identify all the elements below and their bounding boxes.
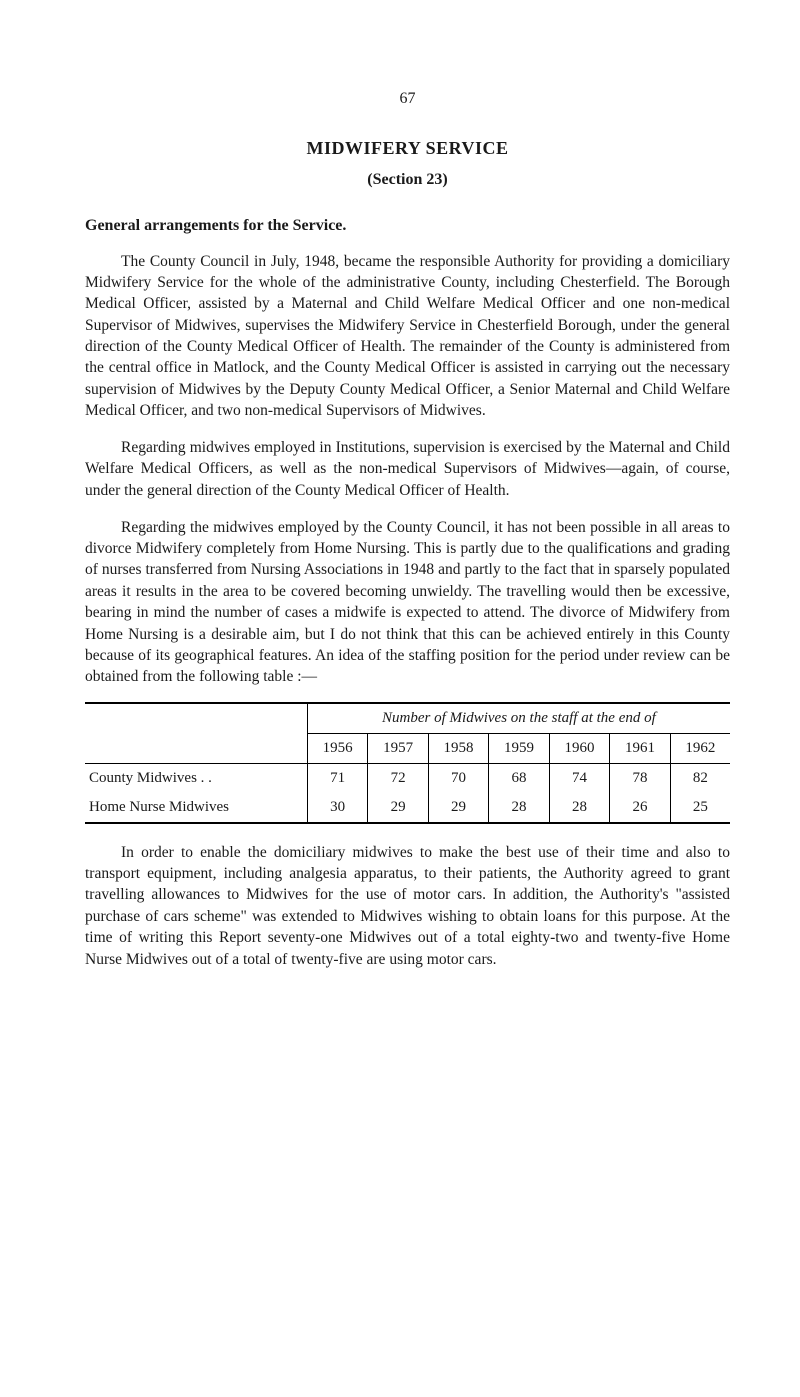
subtitle-heading: (Section 23) [85, 171, 730, 189]
body-paragraph: Regarding the midwives employed by the C… [85, 517, 730, 688]
table-row-label: County Midwives . . [85, 763, 307, 793]
table-empty-cell [85, 733, 307, 763]
body-paragraph: Regarding midwives employed in Instituti… [85, 437, 730, 501]
table-empty-cell [85, 703, 307, 734]
midwives-staff-table: Number of Midwives on the staff at the e… [85, 702, 730, 824]
table-year-header: 1962 [670, 733, 730, 763]
table-cell: 70 [428, 763, 488, 793]
title-heading: MIDWIFERY SERVICE [85, 138, 730, 159]
table-cell: 28 [489, 793, 549, 823]
table-cell: 68 [489, 763, 549, 793]
table-cell: 74 [549, 763, 609, 793]
table-cell: 26 [610, 793, 670, 823]
table-year-header: 1960 [549, 733, 609, 763]
table-year-header: 1961 [610, 733, 670, 763]
table-cell: 28 [549, 793, 609, 823]
table-year-header: 1958 [428, 733, 488, 763]
table-year-header: 1959 [489, 733, 549, 763]
table-cell: 78 [610, 763, 670, 793]
table-cell: 25 [670, 793, 730, 823]
table-cell: 29 [428, 793, 488, 823]
body-paragraph: The County Council in July, 1948, became… [85, 251, 730, 422]
section-heading: General arrangements for the Service. [85, 217, 730, 235]
table-cell: 29 [368, 793, 428, 823]
table-cell: 72 [368, 763, 428, 793]
table-cell: 30 [307, 793, 367, 823]
table-cell: 82 [670, 763, 730, 793]
table-cell: 71 [307, 763, 367, 793]
page-number: 67 [85, 90, 730, 108]
table-year-header: 1957 [368, 733, 428, 763]
document-page: 67 MIDWIFERY SERVICE (Section 23) Genera… [0, 0, 800, 1044]
body-paragraph: In order to enable the domiciliary midwi… [85, 842, 730, 970]
table-row-label: Home Nurse Midwives [85, 793, 307, 823]
table-year-header: 1956 [307, 733, 367, 763]
table-caption: Number of Midwives on the staff at the e… [307, 703, 730, 734]
